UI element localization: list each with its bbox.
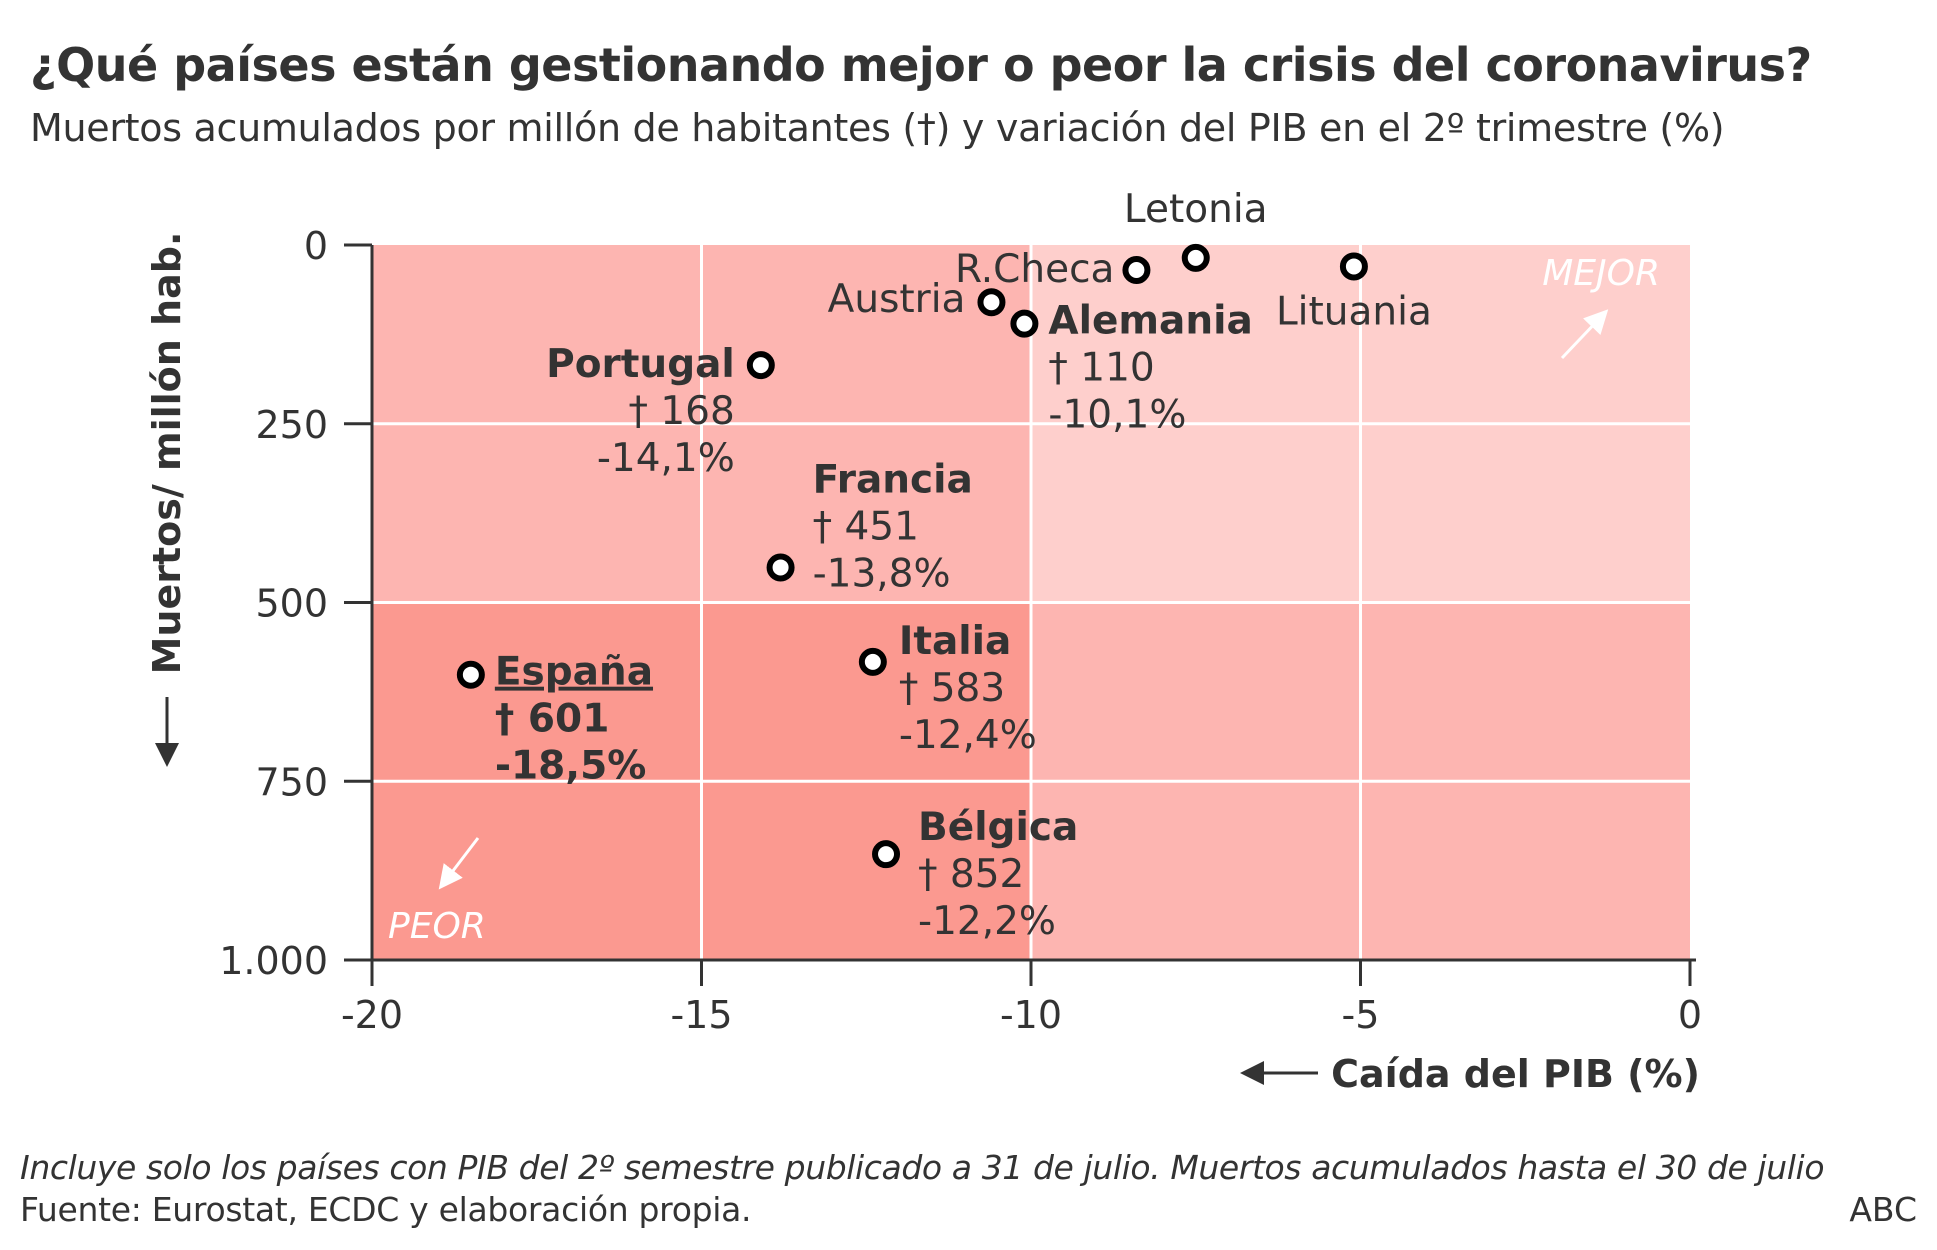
x-tick-label: 0 [1678, 993, 1702, 1037]
x-tick-label: -5 [1342, 993, 1380, 1037]
point-label-gdp: -12,4% [899, 713, 1037, 758]
point-label-name: España [495, 650, 653, 695]
data-point [766, 553, 795, 582]
data-point [1010, 309, 1039, 338]
point-label-name: Portugal [546, 342, 735, 387]
point-label-deaths: † 583 [899, 666, 1005, 711]
point-label-deaths: † 451 [813, 504, 919, 549]
data-point [1339, 252, 1368, 281]
y-tick-label: 0 [304, 224, 328, 268]
x-axis-title: Caída del PIB (%) [1331, 1052, 1700, 1096]
y-tick-label: 750 [255, 760, 328, 804]
chart-subtitle: Muertos acumulados por millón de habitan… [30, 106, 1725, 150]
x-tick-label: -20 [341, 993, 403, 1037]
worse-label: PEOR [388, 906, 486, 947]
chart-title: ¿Qué países están gestionando mejor o pe… [30, 38, 1812, 92]
point-label-name: Lituania [1276, 289, 1432, 334]
y-axis-title: Muertos/ millón hab. [145, 232, 189, 675]
point-label-deaths: † 601 [495, 697, 609, 742]
point-label-deaths: † 852 [918, 852, 1024, 897]
better-label: MEJOR [1542, 253, 1660, 294]
data-point [977, 288, 1006, 317]
better-arrow [1560, 309, 1609, 360]
y-tick-label: 1.000 [219, 939, 328, 983]
data-point [746, 351, 775, 380]
data-point [858, 647, 887, 676]
y-tick-label: 500 [255, 582, 328, 626]
worse-arrow [438, 837, 480, 890]
point-label-name: Francia [813, 457, 973, 502]
point-label-name: Letonia [1124, 187, 1268, 232]
data-point [456, 660, 485, 689]
point-label-gdp: -14,1% [597, 436, 735, 481]
point-label-gdp: -12,2% [918, 899, 1056, 944]
point-label-gdp: -13,8% [813, 551, 951, 596]
point-label-gdp: -10,1% [1048, 393, 1186, 438]
point-label-name: Alemania [1048, 299, 1252, 344]
data-point [1122, 256, 1151, 285]
point-label-name: Italia [899, 619, 1012, 664]
y-tick-label: 250 [255, 403, 328, 447]
x-tick-label: -15 [670, 993, 732, 1037]
point-label-deaths: † 110 [1048, 346, 1154, 391]
brand-label: ABC [1849, 1190, 1917, 1229]
scatter-chart: 0 250 500 750 1.000 -20 -15 -10 -5 0 Caída del PIB… [145, 187, 1702, 1096]
data-point [872, 840, 901, 869]
data-point [1181, 243, 1210, 272]
x-tick-label: -10 [1000, 993, 1062, 1037]
point-label-name: Austria [828, 277, 966, 322]
point-label-gdp: -18,5% [495, 744, 646, 789]
chart-note: Incluye solo los países con PIB del 2º s… [20, 1148, 1825, 1187]
point-label-name: R.Checa [955, 247, 1114, 292]
point-label-name: Bélgica [918, 805, 1078, 850]
point-label-deaths: † 168 [628, 389, 734, 434]
chart-source: Fuente: Eurostat, ECDC y elaboración pro… [20, 1190, 752, 1229]
